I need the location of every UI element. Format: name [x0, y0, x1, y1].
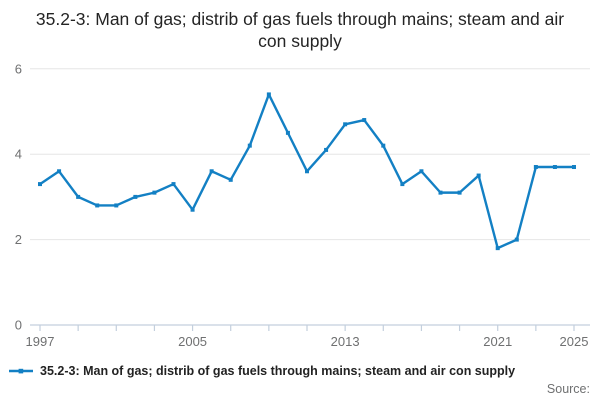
- data-point-2011[interactable]: [305, 169, 309, 174]
- y-tick-label-4: 4: [15, 147, 22, 162]
- data-point-1997[interactable]: [38, 182, 42, 187]
- chart-title: 35.2-3: Man of gas; distrib of gas fuels…: [35, 9, 565, 52]
- x-tick-label-2005: 2005: [178, 334, 207, 349]
- legend-label: 35.2-3: Man of gas; distrib of gas fuels…: [40, 364, 516, 378]
- data-point-2020[interactable]: [476, 173, 481, 178]
- data-point-2002[interactable]: [133, 194, 138, 199]
- data-point-2017[interactable]: [419, 169, 424, 174]
- data-point-2022[interactable]: [514, 237, 519, 242]
- y-tick-label-6: 6: [15, 61, 22, 76]
- x-tick-label-2021: 2021: [483, 334, 512, 349]
- data-point-2016[interactable]: [400, 182, 405, 187]
- data-point-2003[interactable]: [152, 190, 157, 195]
- data-point-1998[interactable]: [57, 169, 62, 174]
- y-tick-label-0: 0: [15, 318, 22, 333]
- data-point-2009[interactable]: [266, 92, 271, 97]
- data-point-2024[interactable]: [552, 165, 557, 170]
- y-tick-label-2: 2: [15, 232, 22, 247]
- data-point-2008[interactable]: [247, 143, 252, 148]
- source-label: Source:: [546, 382, 590, 396]
- x-tick-label-1997: 1997: [26, 334, 55, 349]
- data-point-2025[interactable]: [572, 165, 576, 170]
- legend-item-series[interactable]: 35.2-3: Man of gas; distrib of gas fuels…: [8, 364, 515, 378]
- data-point-2006[interactable]: [209, 169, 214, 174]
- data-point-2004[interactable]: [171, 182, 176, 187]
- data-point-2007[interactable]: [228, 177, 233, 182]
- data-point-2000[interactable]: [95, 203, 100, 208]
- data-point-2019[interactable]: [457, 190, 462, 195]
- data-point-2012[interactable]: [324, 147, 329, 152]
- data-point-2005[interactable]: [190, 207, 195, 212]
- data-point-2001[interactable]: [114, 203, 119, 208]
- x-tick-label-2025: 2025: [560, 334, 589, 349]
- data-point-2023[interactable]: [533, 165, 538, 170]
- data-point-2010[interactable]: [285, 130, 290, 135]
- data-point-2013[interactable]: [343, 122, 348, 127]
- data-point-2018[interactable]: [438, 190, 443, 195]
- data-point-2014[interactable]: [362, 118, 367, 123]
- data-point-2021[interactable]: [495, 246, 500, 251]
- series-line-marker-icon: [9, 368, 33, 374]
- data-point-1999[interactable]: [76, 194, 81, 199]
- data-point-2015[interactable]: [381, 143, 386, 148]
- x-tick-label-2013: 2013: [331, 334, 360, 349]
